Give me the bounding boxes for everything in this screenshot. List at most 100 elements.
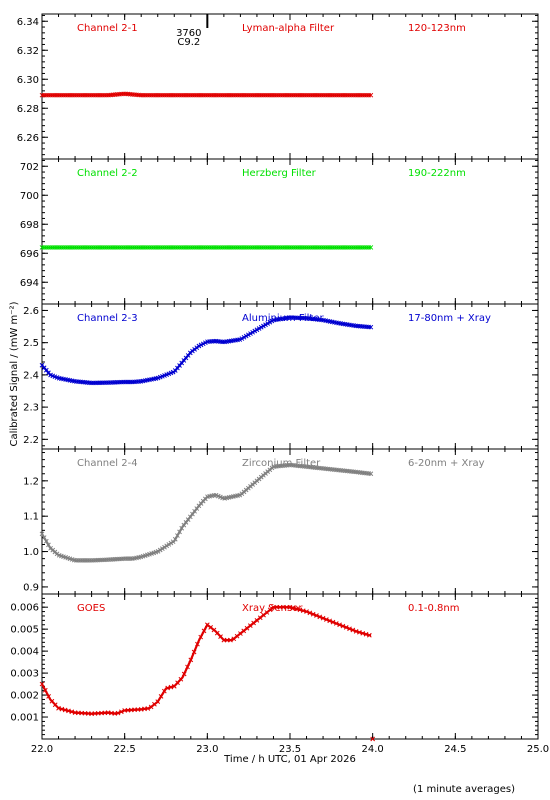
- filter-label: Herzberg Filter: [242, 168, 317, 179]
- series-2: [39, 245, 374, 250]
- panel-2: 694 696 698 700 702 Channel 2-2 Herzberg Filte…: [20, 158, 539, 305]
- data-point: [46, 694, 51, 699]
- data-point: [175, 680, 180, 686]
- data-point: [307, 610, 313, 616]
- panel-4: 0.9 1.0 1.1 1.2 Channel 2-4 Zirconium Filter 6…: [23, 448, 539, 595]
- y-tick-label: 702: [20, 162, 39, 173]
- y-tick-label: 1.2: [23, 476, 39, 487]
- x-tick-label: 24.5: [444, 744, 466, 755]
- data-point: [347, 626, 352, 632]
- data-point: [42, 687, 48, 693]
- data-point: [155, 548, 161, 554]
- band-label: 6-20nm + Xray: [408, 458, 485, 469]
- data-point: [245, 332, 251, 338]
- data-point: [368, 92, 374, 98]
- band-label: 17-80nm + Xray: [408, 313, 491, 324]
- y-tick-label: 6.30: [17, 75, 39, 86]
- data-point: [191, 649, 197, 655]
- x-tick-label: 23.0: [196, 744, 218, 755]
- y-tick-label: 2.2: [23, 435, 39, 446]
- y-tick-label: 0.9: [23, 582, 39, 593]
- data-point: [166, 542, 172, 547]
- data-point: [265, 321, 271, 326]
- series-line: [41, 316, 372, 385]
- data-point: [367, 632, 372, 638]
- y-tick-label: 2.4: [23, 370, 39, 381]
- y-tick-label: 2.3: [23, 403, 39, 414]
- data-point: [261, 323, 266, 329]
- data-point: [160, 546, 165, 551]
- channel-label: Channel 2-2: [77, 168, 138, 179]
- series-4: [39, 462, 374, 563]
- data-point: [228, 637, 233, 643]
- data-point: [56, 705, 61, 711]
- data-point: [256, 326, 262, 331]
- band-label: 0.1-0.8nm: [408, 603, 460, 614]
- data-point: [119, 709, 124, 715]
- filter-label: Zirconium Filter: [242, 458, 321, 469]
- filter-label: Lyman-alpha Filter: [242, 23, 335, 34]
- data-point: [171, 683, 177, 689]
- data-point: [157, 547, 163, 553]
- data-point: [324, 617, 329, 622]
- data-point: [290, 605, 296, 611]
- channel-label: Channel 2-4: [77, 458, 138, 469]
- series-line: [41, 606, 372, 715]
- data-point: [360, 630, 366, 636]
- channel-label: Channel 2-3: [77, 313, 138, 324]
- y-tick-label: 698: [20, 220, 39, 231]
- data-point: [115, 710, 121, 716]
- flare-id: 3760: [176, 28, 201, 39]
- channel-label: GOES: [77, 603, 105, 614]
- y-tick-label: 0.002: [10, 691, 39, 702]
- panel-frame: [41, 158, 539, 305]
- data-point: [363, 631, 369, 637]
- data-point: [198, 634, 204, 640]
- data-point: [195, 641, 200, 647]
- data-point: [250, 329, 255, 335]
- data-point: [155, 699, 161, 705]
- x-tick-label: 23.5: [279, 744, 301, 755]
- data-point: [39, 681, 45, 687]
- y-tick-label: 0.006: [10, 603, 39, 614]
- data-point: [66, 708, 71, 714]
- data-point: [69, 709, 75, 715]
- x-axis: 22.0 22.5 23.0 23.5 24.0 24.5 25.0: [31, 744, 549, 755]
- data-point: [164, 543, 170, 549]
- data-point: [263, 322, 268, 328]
- y-tick-label: 694: [20, 278, 39, 289]
- y-tick-label: 0.003: [10, 669, 39, 680]
- data-point: [185, 664, 190, 670]
- data-point: [43, 538, 49, 544]
- data-point: [52, 702, 58, 708]
- footnote: (1 minute averages): [413, 784, 515, 795]
- x-tick-label: 25.0: [527, 744, 549, 755]
- data-point: [201, 628, 207, 634]
- data-point: [310, 611, 316, 617]
- data-point: [340, 623, 346, 629]
- data-point: [258, 324, 264, 330]
- data-point: [304, 609, 309, 614]
- data-point: [41, 535, 47, 540]
- data-point: [188, 657, 194, 663]
- data-point: [218, 634, 223, 639]
- y-tick-label: 0.001: [10, 713, 39, 724]
- data-point: [333, 621, 339, 626]
- data-point: [287, 604, 293, 610]
- data-point: [252, 328, 258, 334]
- x-tick-label: 24.0: [362, 744, 384, 755]
- data-point: [172, 536, 178, 542]
- x-tick-label: 22.0: [31, 744, 53, 755]
- y-tick-label: 6.34: [17, 17, 39, 28]
- data-point: [320, 615, 326, 621]
- data-point: [39, 531, 45, 537]
- band-label: 120-123nm: [408, 23, 466, 34]
- y-tick-label: 2.6: [23, 306, 39, 317]
- x-tick-label: 22.5: [114, 744, 136, 755]
- data-point: [343, 625, 349, 630]
- y-axis-label: Calibrated Signal / (mW m⁻²): [9, 301, 20, 446]
- data-point: [353, 628, 359, 634]
- y-tick-label: 0.005: [10, 625, 39, 636]
